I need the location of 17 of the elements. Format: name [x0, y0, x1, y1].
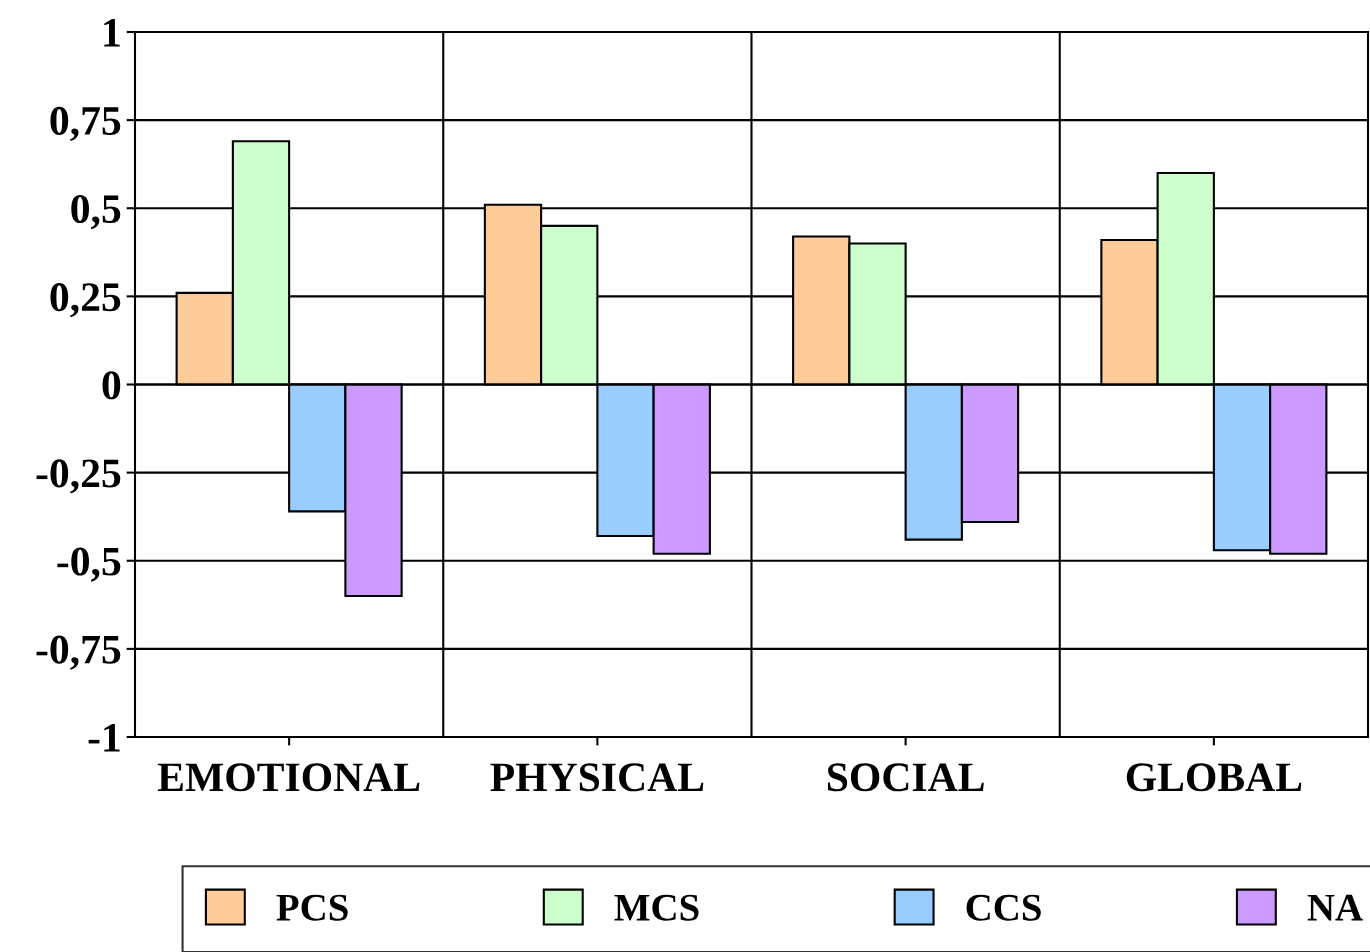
- y-tick-label: -0,5: [57, 547, 121, 582]
- legend-label: CCS: [966, 894, 1041, 921]
- y-tick-label: 0: [102, 371, 121, 400]
- legend-label: NA: [1307, 894, 1363, 921]
- x-tick-label: GLOBAL: [1126, 763, 1302, 792]
- legend-label: MCS: [614, 894, 699, 921]
- x-tick-label: EMOTIONAL: [157, 763, 420, 792]
- x-tick-label: SOCIAL: [827, 763, 984, 792]
- y-tick-label: 0,5: [71, 195, 121, 230]
- x-tick-label: PHYSICAL: [490, 763, 704, 792]
- y-tick-label: -1: [88, 723, 120, 752]
- y-tick-label: -0,25: [36, 459, 121, 494]
- y-tick-label: 0,75: [50, 106, 121, 142]
- y-tick-label: 0,25: [50, 283, 121, 318]
- y-tick-label: -0,75: [36, 635, 121, 670]
- legend-label: PCS: [276, 894, 348, 921]
- y-tick-label: 1: [104, 18, 120, 47]
